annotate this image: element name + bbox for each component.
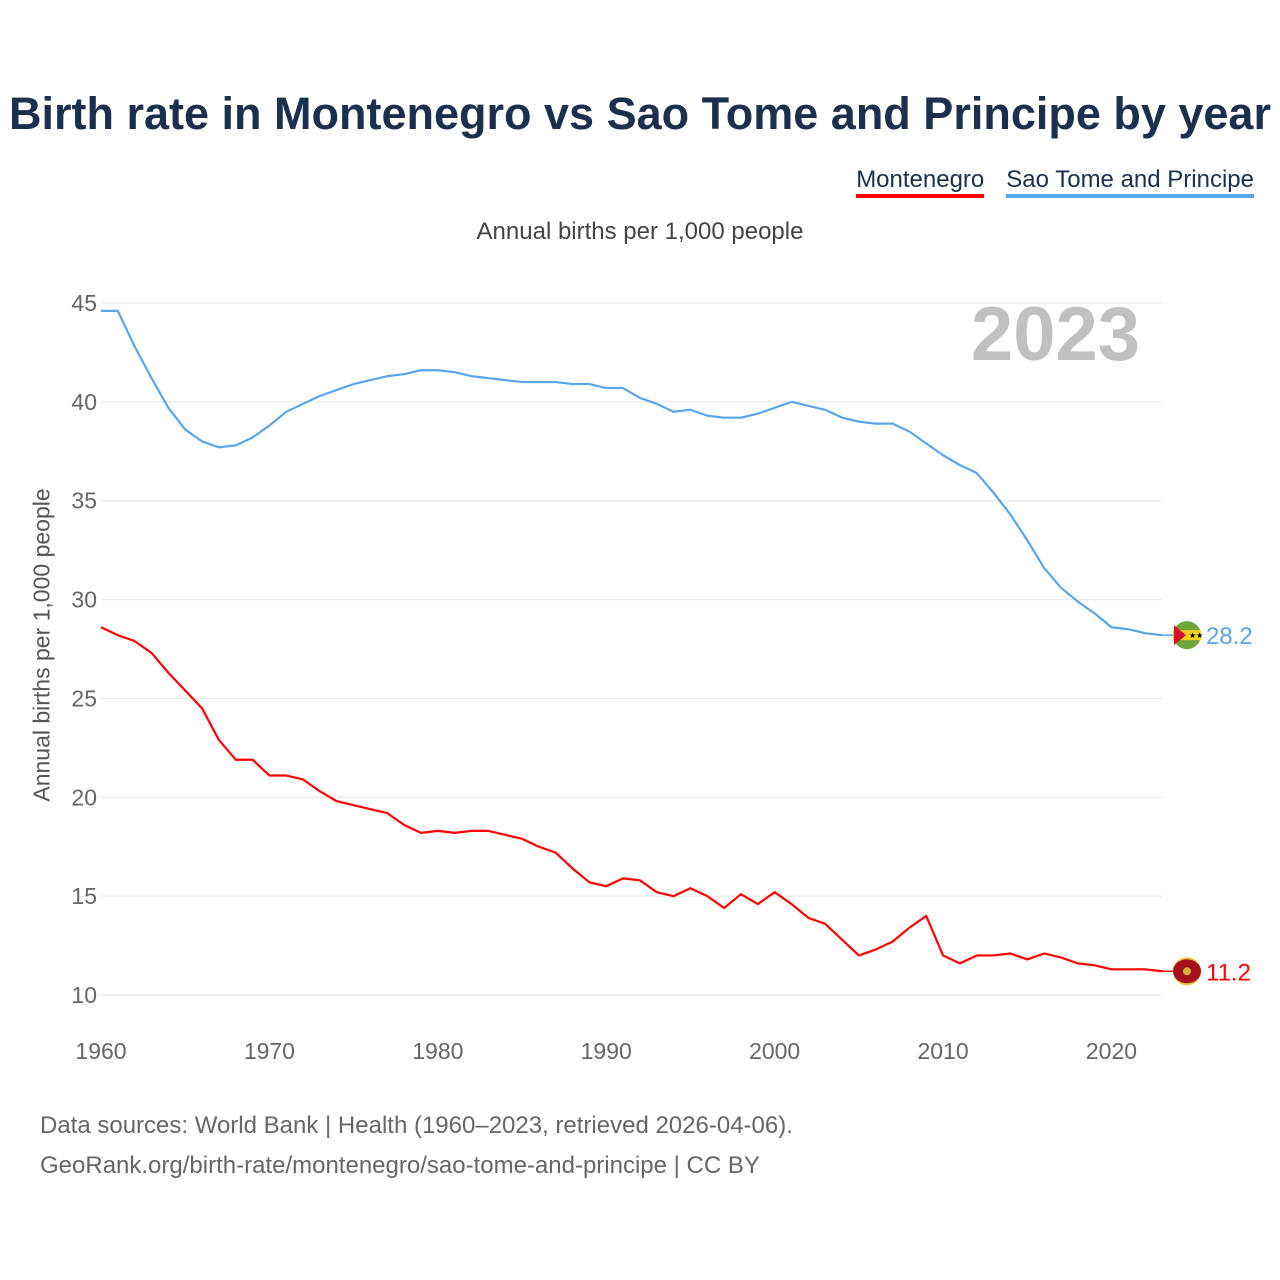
end-value-label: 11.2 bbox=[1206, 959, 1251, 986]
year-watermark: 2023 bbox=[971, 292, 1140, 377]
x-tick-label: 1990 bbox=[581, 1038, 632, 1064]
y-tick-label: 35 bbox=[71, 488, 97, 514]
legend-item-montenegro[interactable]: Montenegro bbox=[856, 166, 985, 198]
x-tick-label: 2020 bbox=[1086, 1038, 1137, 1064]
y-tick-label: 15 bbox=[71, 883, 97, 909]
footer: Data sources: World Bank | Health (1960–… bbox=[40, 1106, 793, 1186]
series-line-sao-tome bbox=[101, 309, 1163, 637]
sao-tome-flag-triangle bbox=[1174, 625, 1186, 646]
y-tick-label: 30 bbox=[71, 587, 97, 613]
footer-sources: Data sources: World Bank | Health (1960–… bbox=[40, 1112, 793, 1139]
montenegro-flag-emblem bbox=[1183, 967, 1191, 976]
x-tick-label: 1960 bbox=[75, 1038, 126, 1064]
end-value-label: 28.2 bbox=[1206, 623, 1253, 650]
series-line-montenegro bbox=[100, 626, 1163, 973]
y-tick-label: 10 bbox=[71, 982, 97, 1008]
footer-link[interactable]: GeoRank.org/birth-rate/montenegro/sao-to… bbox=[40, 1152, 760, 1179]
x-tick-label: 1980 bbox=[412, 1038, 463, 1064]
legend-item-sao-tome[interactable]: Sao Tome and Principe bbox=[1006, 166, 1254, 198]
y-tick-label: 45 bbox=[71, 290, 97, 316]
legend: Montenegro Sao Tome and Principe bbox=[856, 166, 1254, 198]
sao-tome-flag-stars: ★★ bbox=[1189, 631, 1203, 640]
chart-title: Birth rate in Montenegro vs Sao Tome and… bbox=[9, 88, 1271, 139]
x-tick-label: 2000 bbox=[749, 1038, 800, 1064]
x-tick-label: 2010 bbox=[917, 1038, 968, 1064]
y-tick-label: 40 bbox=[71, 389, 97, 415]
sao-tome-flag-stripe bbox=[1173, 630, 1201, 641]
y-tick-label: 25 bbox=[71, 685, 97, 711]
y-tick-label: 20 bbox=[71, 784, 97, 810]
x-tick-label: 1970 bbox=[244, 1038, 295, 1064]
chart-subtitle: Annual births per 1,000 people bbox=[476, 218, 804, 245]
